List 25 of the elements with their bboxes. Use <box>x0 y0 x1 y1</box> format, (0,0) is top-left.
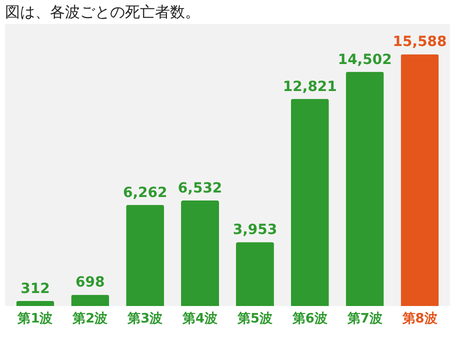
bar <box>236 242 274 306</box>
bar <box>16 300 54 306</box>
bar <box>400 54 439 306</box>
data-label: 14,502 <box>338 52 392 68</box>
x-tick-label: 第8波 <box>401 312 438 326</box>
data-label: 312 <box>20 280 50 297</box>
data-label: 3,953 <box>232 222 278 238</box>
x-tick-label: 第6波 <box>291 312 328 326</box>
data-label: 6,262 <box>122 184 168 201</box>
data-label: 12,821 <box>282 78 337 95</box>
x-tick-label: 第1波 <box>16 312 54 326</box>
x-tick-label: 第3波 <box>126 312 164 326</box>
x-tick-label: 第5波 <box>236 312 274 326</box>
x-tick-label: 第2波 <box>72 312 109 326</box>
data-label: 698 <box>76 274 105 291</box>
bar <box>290 98 329 306</box>
data-label: 15,588 <box>392 34 447 50</box>
bar <box>181 200 220 306</box>
bar <box>346 72 384 306</box>
chart-title: 図は、各波ごとの死亡者数。 <box>5 3 200 21</box>
bar <box>126 204 164 306</box>
x-tick-label: 第7波 <box>346 312 384 326</box>
bar <box>71 294 110 306</box>
x-tick-label: 第4波 <box>182 312 219 326</box>
data-label: 6,532 <box>178 180 222 196</box>
